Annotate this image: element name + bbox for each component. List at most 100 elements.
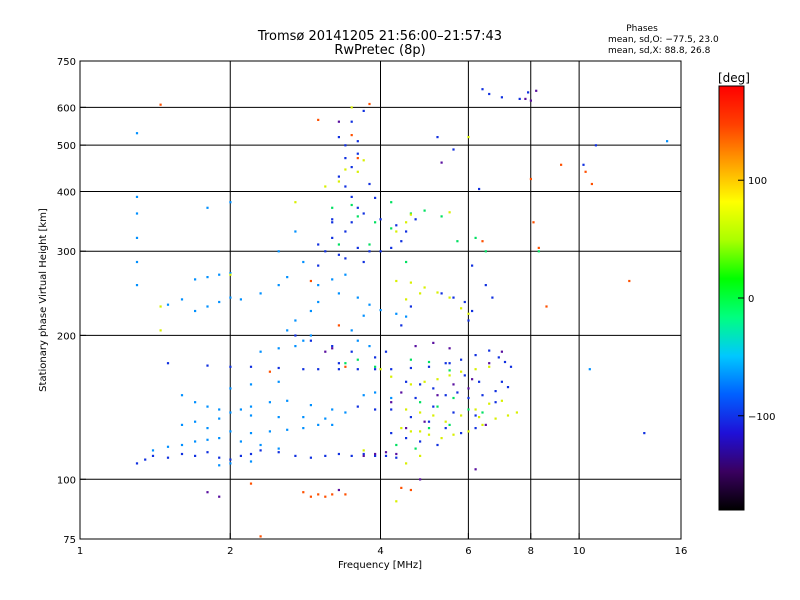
data-point-phase-2 <box>436 405 439 408</box>
data-point-phase-5 <box>324 350 327 353</box>
data-point-phase-2 <box>350 203 353 207</box>
data-point-phase-1 <box>368 345 371 348</box>
data-point-phase-4 <box>537 246 540 249</box>
data-point-phase-4 <box>337 324 340 327</box>
data-points <box>135 88 669 538</box>
data-point-phase-4 <box>302 491 305 494</box>
data-point-phase-2 <box>452 396 455 400</box>
data-point-phase-0 <box>166 456 170 459</box>
y-tick-label: 600 <box>57 103 76 114</box>
data-point-phase-1 <box>206 276 209 279</box>
data-point-phase-5 <box>529 99 532 102</box>
data-point-phase-5 <box>440 161 443 164</box>
data-point-phase-3 <box>405 298 408 301</box>
data-point-phase-0 <box>344 230 347 233</box>
data-point-phase-0 <box>503 360 507 364</box>
x-tick-label: 1 <box>77 546 83 557</box>
data-point-phase-1 <box>259 443 262 447</box>
data-point-phase-5 <box>374 452 377 456</box>
data-point-phase-0 <box>491 296 494 299</box>
data-point-phase-1 <box>331 278 334 281</box>
data-point-phase-1 <box>180 298 184 301</box>
data-point-phase-3 <box>324 185 327 188</box>
data-point-phase-1 <box>277 250 280 253</box>
data-point-phase-2 <box>419 401 422 404</box>
data-point-phase-0 <box>344 257 347 260</box>
data-point-phase-1 <box>324 417 327 420</box>
colorbar-tick-label: 0 <box>748 294 754 305</box>
data-point-phase-0 <box>317 264 320 267</box>
data-point-phase-2 <box>344 362 347 365</box>
data-point-phase-2 <box>481 411 484 414</box>
data-point-phase-3 <box>467 312 470 315</box>
data-point-phase-1 <box>666 140 669 143</box>
data-point-phase-1 <box>229 272 232 275</box>
data-point-phase-0 <box>218 456 221 459</box>
data-point-phase-1 <box>374 391 377 394</box>
data-point-phase-1 <box>206 405 209 408</box>
data-point-phase-0 <box>488 92 491 96</box>
data-point-phase-0 <box>368 182 371 186</box>
data-point-phase-1 <box>268 401 271 404</box>
data-point-phase-0 <box>135 462 139 465</box>
y-tick-label: 400 <box>57 187 76 198</box>
data-point-phase-3 <box>488 402 491 405</box>
data-point-phase-0 <box>317 368 320 371</box>
data-point-phase-0 <box>471 264 474 267</box>
colorbar-ticks: −100 0 100 <box>738 176 775 423</box>
data-point-phase-3 <box>488 365 491 368</box>
data-point-phase-3 <box>159 305 162 308</box>
data-point-phase-0 <box>309 339 312 342</box>
data-point-phase-1 <box>194 420 197 423</box>
data-point-phase-0 <box>239 454 242 457</box>
data-point-phase-4 <box>317 493 320 496</box>
x-tick-label: 6 <box>465 546 471 557</box>
data-point-phase-2 <box>427 427 431 430</box>
data-point-phase-0 <box>324 454 327 457</box>
data-point-phase-3 <box>474 368 477 371</box>
data-point-phase-0 <box>356 405 359 408</box>
data-point-phase-1 <box>135 260 139 264</box>
data-point-phase-0 <box>384 350 388 353</box>
data-point-phase-3 <box>356 170 359 173</box>
data-point-phase-2 <box>405 260 408 264</box>
data-point-phase-5 <box>384 451 388 454</box>
data-point-phase-4 <box>324 495 327 498</box>
data-point-phase-1 <box>259 350 262 353</box>
data-point-phase-3 <box>419 454 422 457</box>
chart-subtitle: RwPretec (8p) <box>334 43 425 58</box>
data-point-phase-1 <box>135 236 139 239</box>
data-point-phase-1 <box>218 273 221 276</box>
data-point-phase-5 <box>414 345 417 348</box>
data-point-phase-3 <box>405 408 408 411</box>
data-point-phase-2 <box>427 360 431 364</box>
data-point-phase-1 <box>218 417 221 420</box>
data-point-phase-1 <box>379 309 382 312</box>
y-tick-label: 300 <box>57 247 76 258</box>
data-point-phase-4 <box>268 370 271 373</box>
data-point-phase-3 <box>362 449 365 452</box>
data-point-phase-0 <box>331 236 334 239</box>
data-point-phase-1 <box>166 303 170 306</box>
data-point-phase-0 <box>390 246 393 249</box>
data-point-phase-0 <box>444 362 447 365</box>
data-point-phase-0 <box>379 250 382 253</box>
data-point-phase-1 <box>249 405 253 408</box>
data-point-phase-0 <box>350 195 353 198</box>
data-point-phase-1 <box>229 387 232 390</box>
data-point-phase-1 <box>309 334 312 337</box>
data-point-phase-0 <box>379 218 382 221</box>
data-point-phase-0 <box>452 411 455 414</box>
data-point-phase-3 <box>395 279 398 283</box>
data-point-phase-5 <box>423 420 426 423</box>
data-point-phase-4 <box>159 103 162 106</box>
data-point-phase-3 <box>452 433 455 436</box>
data-point-phase-5 <box>337 488 340 492</box>
data-point-phase-2 <box>467 408 470 411</box>
data-point-phase-1 <box>356 296 359 299</box>
data-point-phase-0 <box>356 206 359 209</box>
data-point-phase-0 <box>356 246 359 249</box>
data-point-phase-2 <box>331 206 334 209</box>
data-point-phase-2 <box>356 215 359 218</box>
data-point-phase-1 <box>294 345 297 348</box>
